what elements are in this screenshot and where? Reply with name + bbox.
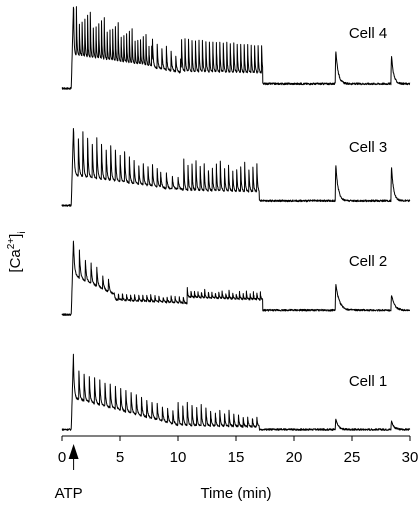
- cell-label-cell-2: Cell 2: [349, 253, 387, 270]
- trace-cell-3: [61, 128, 411, 207]
- x-tick-label: 0: [58, 449, 66, 466]
- cell-label-cell-4: Cell 4: [349, 25, 387, 42]
- cell-labels-group: Cell 4 Cell 3 Cell 2 Cell 1: [349, 25, 387, 390]
- x-axis-label: Time (min): [200, 485, 271, 502]
- cell-label-cell-1: Cell 1: [349, 373, 387, 390]
- x-tick-label: 10: [170, 449, 187, 466]
- x-tick-label: 30: [402, 449, 419, 466]
- x-ticks-group: 0 5 10 15 20 25 30: [58, 436, 419, 466]
- atp-stimulus-marker: ATP: [55, 444, 83, 502]
- y-label-sup: 2+: [6, 238, 17, 250]
- x-tick-label: 20: [286, 449, 303, 466]
- y-axis-label: [Ca2+]i: [6, 231, 28, 272]
- cell-label-cell-3: Cell 3: [349, 139, 387, 156]
- traces-group: [61, 6, 411, 431]
- y-label-close: ]: [7, 234, 24, 238]
- x-tick-label: 25: [344, 449, 361, 466]
- x-tick-label: 5: [116, 449, 124, 466]
- stimulus-label: ATP: [55, 485, 83, 502]
- trace-cell-4: [61, 6, 411, 90]
- trace-cell-1: [61, 353, 411, 431]
- stimulus-arrow-icon: [68, 444, 79, 459]
- svg-text:[Ca2+]i: [Ca2+]i: [6, 231, 28, 272]
- y-label-main: [Ca: [7, 249, 24, 273]
- x-tick-label: 15: [228, 449, 245, 466]
- trace-cell-2: [61, 240, 411, 316]
- y-label-sub: i: [17, 231, 28, 233]
